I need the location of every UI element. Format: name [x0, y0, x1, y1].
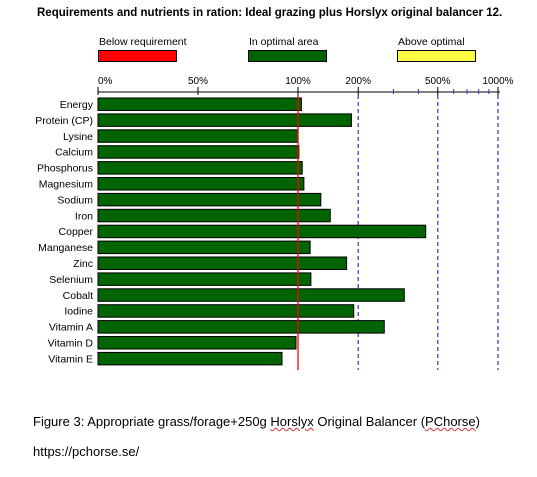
category-label-6: Sodium — [57, 194, 93, 206]
category-label-15: Vitamin D — [48, 338, 94, 350]
bar-1 — [97, 113, 352, 127]
bar-3 — [97, 145, 300, 159]
category-label-10: Zinc — [73, 258, 93, 270]
bar-7 — [97, 208, 331, 223]
legend-swatch-above — [397, 50, 476, 62]
figure-caption: Figure 3: Appropriate grass/forage+250g … — [33, 414, 480, 429]
legend-label-optimal: In optimal area — [249, 36, 319, 48]
category-label-9: Manganese — [38, 242, 93, 254]
bar-4 — [97, 161, 303, 175]
caption-brand: Horslyx — [270, 414, 314, 429]
bar-16 — [97, 351, 283, 366]
bar-13 — [97, 304, 355, 318]
caption-suffix: ) — [475, 414, 480, 429]
bar-11 — [97, 272, 312, 286]
chart-title: Requirements and nutrients in ration: Id… — [37, 7, 503, 19]
category-label-2: Lysine — [63, 131, 93, 143]
bar-5 — [97, 177, 305, 191]
x-tick-label-3: 200% — [345, 76, 371, 87]
source-url[interactable]: https://pchorse.se/ — [33, 444, 140, 459]
bar-10 — [97, 256, 348, 270]
category-label-12: Cobalt — [63, 290, 93, 302]
bar-chart: 0% 50% 100% 200% 500% 1000% Energy Protein (CP)… — [35, 76, 514, 370]
legend-swatch-optimal — [248, 50, 327, 62]
category-label-5: Magnesium — [39, 179, 94, 191]
category-label-11: Selenium — [49, 274, 93, 286]
bar-12 — [97, 288, 405, 302]
category-label-8: Copper — [59, 226, 94, 238]
x-tick-label-2: 100% — [285, 76, 311, 87]
legend-swatch-below — [98, 50, 177, 62]
bar-6 — [97, 192, 322, 207]
category-label-16: Vitamin E — [48, 353, 93, 365]
bar-9 — [97, 240, 311, 255]
legend-label-above: Above optimal — [398, 36, 465, 48]
x-tick-label-1: 50% — [188, 76, 208, 87]
caption-middle: Original Balancer ( — [313, 414, 426, 429]
bar-15 — [97, 336, 297, 350]
category-label-13: Iodine — [64, 306, 93, 318]
caption-prefix: Figure 3: Appropriate grass/forage+250g — [33, 414, 271, 429]
bar-14 — [97, 320, 385, 334]
x-tick-label-0: 0% — [98, 76, 113, 87]
category-label-0: Energy — [60, 99, 94, 111]
x-tick-label-4: 500% — [425, 76, 451, 87]
x-tick-label-5: 1000% — [482, 76, 513, 87]
caption-site: PChorse — [425, 414, 476, 429]
category-label-1: Protein (CP) — [35, 115, 93, 127]
category-label-4: Phosphorus — [37, 163, 93, 175]
legend-label-below: Below requirement — [99, 36, 187, 48]
category-label-14: Vitamin A — [49, 322, 93, 334]
category-label-7: Iron — [75, 210, 93, 222]
category-label-3: Calcium — [55, 147, 93, 159]
bar-2 — [97, 129, 299, 143]
bar-8 — [97, 224, 427, 239]
bar-0 — [97, 97, 302, 111]
